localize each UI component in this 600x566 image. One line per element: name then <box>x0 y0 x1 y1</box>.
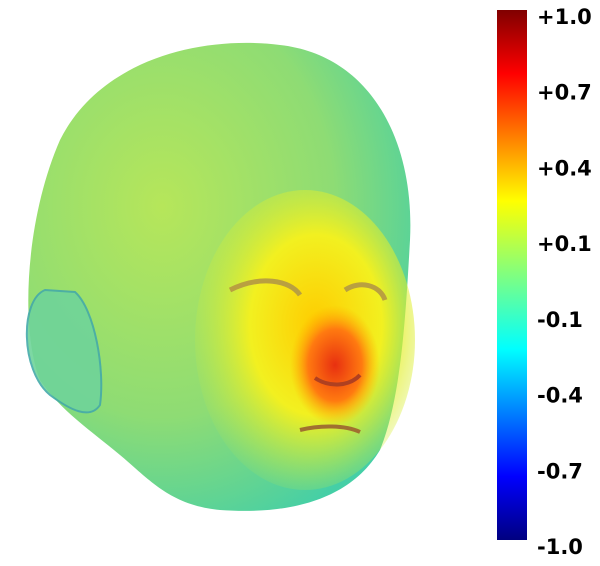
colorbar-tick-label: -0.4 <box>537 384 583 408</box>
colorbar-tick-label: -0.7 <box>537 459 583 483</box>
colorbar-tick-label: +0.1 <box>537 232 592 256</box>
colorbar-tick-label: +0.7 <box>537 81 592 105</box>
colorbar-tick-label: -0.1 <box>537 308 583 332</box>
colorbar-tick-label: -1.0 <box>537 535 583 559</box>
colorbar-tick-label: +1.0 <box>537 5 592 29</box>
figure: +1.0 +0.7 +0.4 +0.1 -0.1 -0.4 -0.7 -1.0 <box>0 0 600 566</box>
colorbar-tick-label: +0.4 <box>537 156 592 180</box>
colorbar <box>497 10 527 540</box>
head-model <box>27 43 415 511</box>
scene: +1.0 +0.7 +0.4 +0.1 -0.1 -0.4 -0.7 -1.0 <box>0 0 600 566</box>
